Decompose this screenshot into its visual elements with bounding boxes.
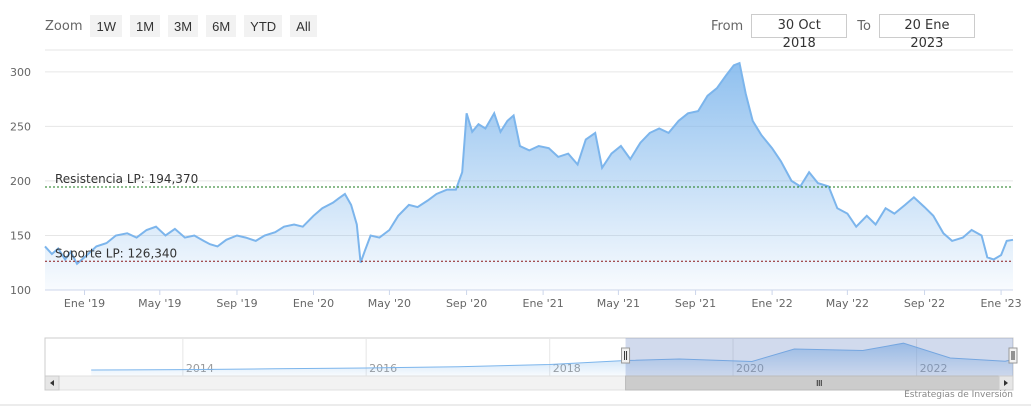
handle-body (1008, 347, 1018, 364)
y-tick-label: 200 (10, 175, 31, 188)
y-tick-label: 100 (10, 284, 31, 297)
zoom-bar: Zoom 1W 1M 3M 6M YTD All (45, 14, 325, 38)
price-area (45, 63, 1013, 290)
arrow-right-icon (1004, 380, 1008, 386)
x-tick-label: Ene '21 (523, 297, 564, 310)
x-tick-label: Ene '22 (751, 297, 792, 310)
credit-text: Estrategias de Inversión (904, 390, 1013, 400)
to-label: To (857, 18, 871, 34)
x-tick-label: May '21 (597, 297, 640, 310)
navigator-line (91, 342, 1014, 371)
zoom-1m-button[interactable]: 1M (129, 15, 161, 37)
from-label: From (711, 18, 744, 34)
from-date-input[interactable]: 30 Oct 2018 (751, 14, 848, 51)
navigator-left-handle[interactable] (621, 347, 631, 364)
x-tick-label: Sep '19 (216, 297, 257, 310)
navigator-right-handle[interactable] (1008, 347, 1018, 364)
x-tick-label: May '22 (826, 297, 869, 310)
y-tick-label: 250 (10, 120, 31, 133)
x-tick-label: May '19 (138, 297, 181, 310)
range-selector: From 30 Oct 2018 To 20 Ene 2023 (711, 14, 975, 51)
navigator-area (91, 343, 1013, 376)
arrow-left-icon (50, 380, 54, 386)
x-tick-label: Ene '19 (64, 297, 105, 310)
zoom-label: Zoom (45, 18, 83, 34)
x-tick-label: Sep '21 (675, 297, 716, 310)
zoom-6m-button[interactable]: 6M (206, 15, 237, 37)
x-tick-label: Sep '22 (904, 297, 945, 310)
x-tick-label: Ene '23 (980, 297, 1021, 310)
price-line (44, 61, 1014, 266)
support-label: Soporte LP: 126,340 (55, 246, 177, 260)
x-tick-label: May '20 (368, 297, 411, 310)
y-tick-label: 300 (10, 66, 31, 79)
x-tick-label: Sep '20 (446, 297, 487, 310)
handle-body (621, 347, 631, 364)
zoom-3m-button[interactable]: 3M (168, 15, 199, 37)
resistance-label: Resistencia LP: 194,370 (55, 172, 198, 186)
zoom-1w-button[interactable]: 1W (90, 15, 122, 37)
zoom-ytd-button[interactable]: YTD (244, 15, 283, 37)
zoom-all-button[interactable]: All (290, 15, 317, 37)
navigator-selection (625, 338, 1013, 376)
x-tick-label: Ene '20 (293, 297, 334, 310)
y-tick-label: 150 (10, 229, 31, 242)
to-date-input[interactable]: 20 Ene 2023 (878, 14, 975, 51)
